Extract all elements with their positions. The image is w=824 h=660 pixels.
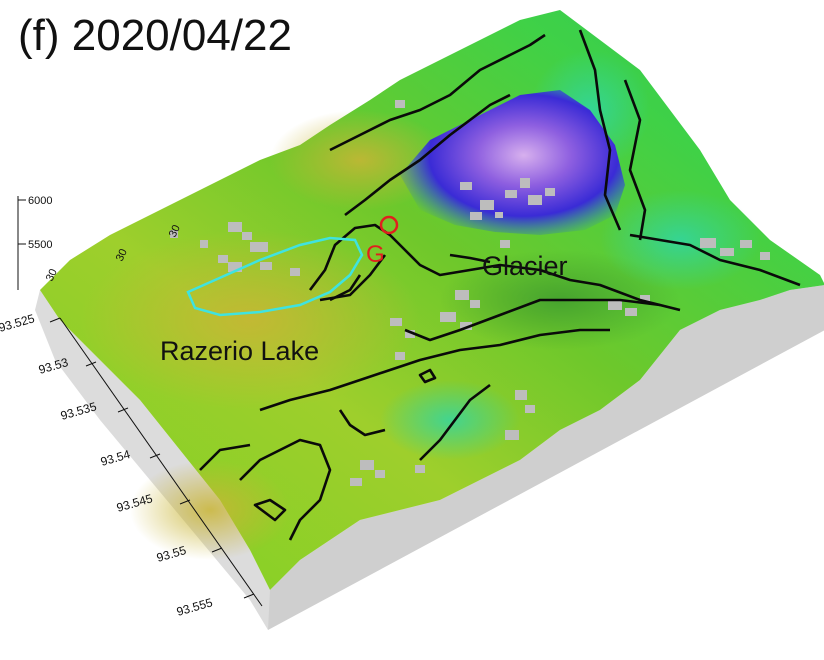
elevation-tick-6000: 6000 [28,195,52,207]
terrain-cyan-zone [380,380,520,460]
back-tick: 30 [44,267,60,283]
terrain-yellow-zone [270,110,450,210]
razerio-lake-outline [186,236,364,317]
terrain-base-front [262,285,824,630]
back-tick: 30 [167,223,183,239]
marker-circle-icon [379,215,399,235]
elevation-tick-5500: 5500 [28,239,52,251]
no-data-patches [170,100,770,486]
razerio-lake-label: Razerio Lake [160,336,319,366]
marker-g-label: G [366,241,385,268]
glacier-label: Glacier [482,251,568,281]
latitude-tick: 93.53 [37,355,70,377]
glacier-ice-field [400,90,625,235]
latitude-tick: 93.555 [175,595,214,619]
latitude-tick: 93.535 [59,399,98,423]
back-tick: 30 [114,247,130,263]
terrain-yellow-zone [130,460,290,560]
latitude-tick: 93.525 [0,311,36,335]
terrain-cyan-zone [600,190,760,290]
terrain-yellow-zone [80,230,420,410]
contour-lines [199,29,801,541]
latitude-tick: 93.54 [99,447,132,469]
panel-label: (f) 2020/04/22 [18,11,292,60]
back-axis-ticks: 30 30 30 [44,223,183,283]
elevation-axis: 6000 5500 [17,195,52,290]
